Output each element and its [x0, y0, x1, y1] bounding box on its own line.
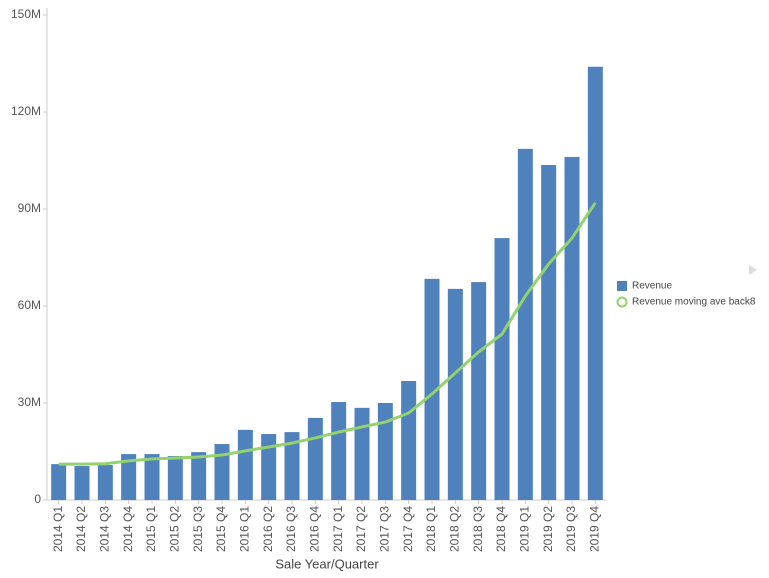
x-tick-label: 2019 Q2: [541, 506, 555, 552]
x-tick-label: 2018 Q2: [448, 506, 462, 552]
x-tick-label: 2016 Q3: [284, 506, 298, 552]
bar: [564, 156, 580, 500]
bar: [587, 66, 603, 500]
legend-swatch: [617, 281, 627, 291]
bar: [261, 434, 277, 500]
legend-label: Revenue moving ave back8: [632, 297, 756, 308]
bar: [51, 464, 67, 500]
bar: [471, 282, 487, 500]
bar: [74, 466, 90, 500]
bar: [354, 407, 370, 500]
bar: [237, 429, 253, 500]
bar: [307, 417, 323, 500]
x-tick-label: 2018 Q4: [494, 506, 508, 552]
y-tick-label: 30M: [18, 395, 41, 409]
bar: [191, 452, 207, 500]
x-tick-label: 2014 Q1: [51, 506, 65, 552]
bar: [401, 381, 417, 500]
x-tick-label: 2016 Q2: [261, 506, 275, 552]
x-tick-label: 2017 Q1: [331, 506, 345, 552]
x-tick-label: 2015 Q4: [214, 506, 228, 552]
x-tick-label: 2019 Q3: [564, 506, 578, 552]
x-tick-label: 2016 Q1: [238, 506, 252, 552]
x-tick-label: 2017 Q4: [401, 506, 415, 552]
x-tick-label: 2018 Q3: [471, 506, 485, 552]
bar: [144, 454, 160, 500]
bar: [97, 465, 113, 500]
bar: [377, 403, 393, 500]
y-tick-label: 150M: [11, 7, 41, 21]
bar: [424, 278, 440, 500]
bar: [284, 432, 300, 500]
bar: [121, 454, 137, 500]
x-tick-label: 2017 Q2: [354, 506, 368, 552]
x-tick-label: 2015 Q2: [168, 506, 182, 552]
bar: [494, 238, 510, 500]
bar: [214, 444, 230, 500]
x-tick-label: 2014 Q2: [74, 506, 88, 552]
x-axis-title: Sale Year/Quarter: [275, 556, 379, 571]
y-tick-label: 90M: [18, 201, 41, 215]
bar: [447, 288, 463, 500]
bar: [517, 148, 533, 501]
x-tick-label: 2017 Q3: [378, 506, 392, 552]
y-tick-label: 120M: [11, 104, 41, 118]
bar: [167, 456, 183, 500]
bar: [541, 165, 557, 500]
legend-scroll-arrow[interactable]: [749, 265, 757, 275]
x-tick-label: 2018 Q1: [424, 506, 438, 552]
x-tick-label: 2015 Q3: [191, 506, 205, 552]
y-tick-label: 0: [34, 492, 41, 506]
x-tick-label: 2014 Q4: [121, 506, 135, 552]
y-tick-label: 60M: [18, 298, 41, 312]
x-tick-label: 2014 Q3: [98, 506, 112, 552]
legend-swatch: [616, 296, 628, 308]
x-tick-label: 2015 Q1: [144, 506, 158, 552]
line: [58, 202, 597, 466]
x-tick-label: 2016 Q4: [308, 506, 322, 552]
x-tick-label: 2019 Q1: [518, 506, 532, 552]
bar: [331, 402, 347, 500]
x-tick-label: 2019 Q4: [588, 506, 602, 552]
legend-label: Revenue: [632, 281, 672, 292]
